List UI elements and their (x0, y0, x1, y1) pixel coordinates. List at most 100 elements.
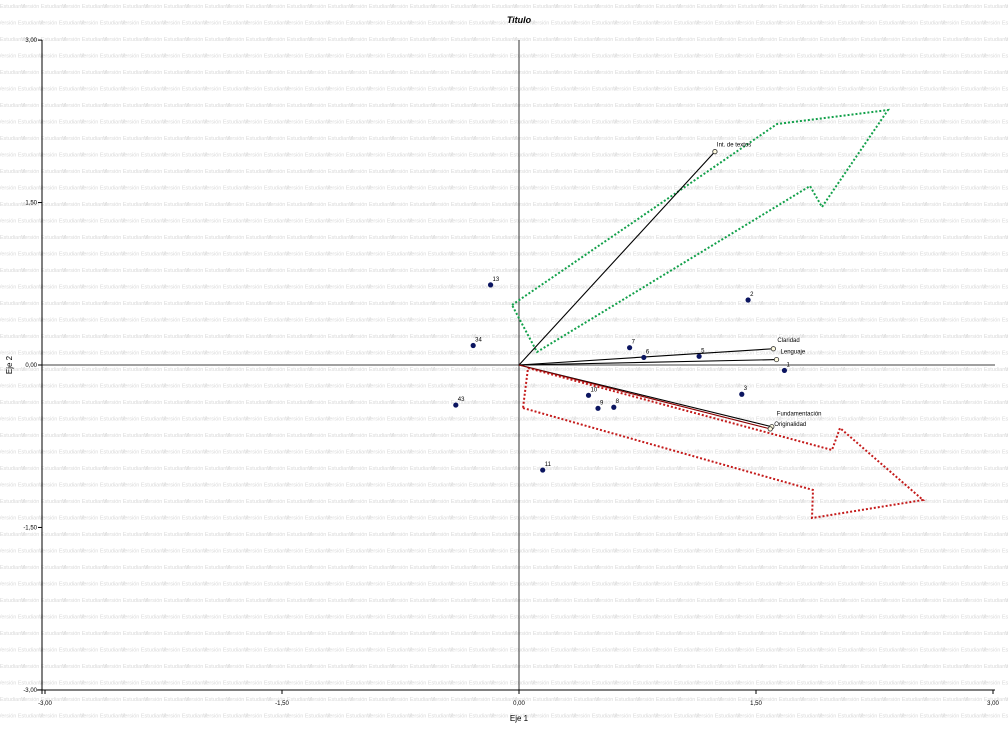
watermark-text: Versión Estudiantil (695, 516, 740, 522)
watermark-text: Versión Estudiantil (162, 153, 207, 159)
watermark-text: Versión Estudiantil (285, 87, 330, 93)
point-label: 11 (545, 462, 552, 468)
watermark-text: Versión Estudiantil (531, 549, 576, 555)
watermark-text: Versión Estudiantil (695, 252, 740, 258)
watermark-text: Versión Estudiantil (121, 549, 166, 555)
watermark-text: Versión Estudiantil (900, 714, 945, 720)
watermark-text: Versión Estudiantil (326, 120, 371, 126)
watermark-text: Versión Estudiantil (818, 318, 863, 324)
watermark-text: Versión Estudiantil (882, 202, 927, 208)
watermark-text: Versión Estudiantil (226, 37, 271, 43)
watermark-text: Versión Estudiantil (636, 103, 681, 109)
watermark-text: Versión Estudiantil (490, 87, 535, 93)
variable-label: Int. de textos (717, 143, 751, 149)
watermark-text: Versión Estudiantil (103, 499, 148, 505)
watermark-text: Versión Estudiantil (531, 483, 576, 489)
watermark-layer: Versión Estudiantil Versión Estudiantil Ve… (0, 4, 1008, 720)
watermark-text: Versión Estudiantil (431, 136, 476, 142)
watermark-text: Versión Estudiantil (490, 516, 535, 522)
watermark-text: Versión Estudiantil (841, 334, 886, 340)
x-tick-label: 0,00 (513, 701, 525, 707)
watermark-text: Versión Estudiantil (408, 54, 453, 60)
watermark-text: Versión Estudiantil (0, 37, 25, 43)
watermark-text: Versión Estudiantil (103, 235, 148, 241)
watermark-text: Versión Estudiantil (636, 697, 681, 703)
watermark-text: Versión Estudiantil (80, 318, 125, 324)
watermark-text: Versión Estudiantil (62, 433, 107, 439)
watermark-text: Versión Estudiantil (841, 37, 886, 43)
watermark-text: Versión Estudiantil (964, 631, 1008, 637)
watermark-text: Versión Estudiantil (695, 351, 740, 357)
watermark-text: Versión Estudiantil (636, 532, 681, 538)
watermark-text: Versión Estudiantil (449, 120, 494, 126)
watermark-text: Versión Estudiantil (923, 136, 968, 142)
watermark-text: Versión Estudiantil (408, 681, 453, 687)
watermark-text: Versión Estudiantil (0, 54, 43, 60)
watermark-text: Versión Estudiantil (513, 598, 558, 604)
watermark-text: Versión Estudiantil (923, 697, 968, 703)
watermark-text: Versión Estudiantil (941, 417, 986, 423)
watermark-text: Versión Estudiantil (62, 169, 107, 175)
watermark-text: Versión Estudiantil (103, 4, 148, 10)
watermark-text: Versión Estudiantil (144, 103, 189, 109)
watermark-text: Versión Estudiantil (390, 565, 435, 571)
watermark-text: Versión Estudiantil (472, 499, 517, 505)
point-label: 2 (750, 292, 754, 298)
watermark-text: Versión Estudiantil (103, 565, 148, 571)
watermark-text: Versión Estudiantil (308, 4, 353, 10)
watermark-text: Versión Estudiantil (513, 4, 558, 10)
watermark-text: Versión Estudiantil (226, 169, 271, 175)
watermark-text: Versión Estudiantil (367, 54, 412, 60)
chart-title: Titulo (507, 15, 532, 25)
watermark-text: Versión Estudiantil (964, 499, 1008, 505)
variable-vector-end (767, 426, 773, 432)
watermark-text: Versión Estudiantil (308, 499, 353, 505)
watermark-text: Versión Estudiantil (285, 384, 330, 390)
observation-point (627, 345, 633, 351)
watermark-text: Versión Estudiantil (654, 318, 699, 324)
watermark-text: Versión Estudiantil (818, 384, 863, 390)
watermark-text: Versión Estudiantil (308, 103, 353, 109)
watermark-text: Versión Estudiantil (900, 186, 945, 192)
watermark-text: Versión Estudiantil (531, 417, 576, 423)
watermark-text: Versión Estudiantil (923, 103, 968, 109)
watermark-text: Versión Estudiantil (203, 714, 248, 720)
x-tick-label: 1,50 (750, 701, 762, 707)
watermark-text: Versión Estudiantil (326, 516, 371, 522)
watermark-text: Versión Estudiantil (800, 697, 845, 703)
watermark-text: Versión Estudiantil (367, 483, 412, 489)
watermark-text: Versión Estudiantil (449, 582, 494, 588)
observation-point (595, 405, 601, 411)
watermark-text: Versión Estudiantil (800, 169, 845, 175)
watermark-text: Versión Estudiantil (841, 367, 886, 373)
watermark-text: Versión Estudiantil (244, 681, 289, 687)
watermark-text: Versión Estudiantil (185, 37, 230, 43)
watermark-text: Versión Estudiantil (841, 697, 886, 703)
watermark-text: Versión Estudiantil (349, 334, 394, 340)
watermark-text: Versión Estudiantil (103, 136, 148, 142)
watermark-text: Versión Estudiantil (431, 697, 476, 703)
watermark-text: Versión Estudiantil (964, 664, 1008, 670)
watermark-text: Versión Estudiantil (308, 400, 353, 406)
watermark-text: Versión Estudiantil (1005, 466, 1008, 472)
variable-label: Fundamentación (777, 412, 822, 418)
watermark-text: Versión Estudiantil (39, 615, 84, 621)
watermark-text: Versión Estudiantil (595, 268, 640, 274)
watermark-text: Versión Estudiantil (449, 714, 494, 720)
watermark-text: Versión Estudiantil (859, 450, 904, 456)
watermark-text: Versión Estudiantil (472, 202, 517, 208)
watermark-text: Versión Estudiantil (39, 252, 84, 258)
watermark-text: Versión Estudiantil (408, 318, 453, 324)
watermark-text: Versión Estudiantil (308, 466, 353, 472)
watermark-text: Versión Estudiantil (513, 433, 558, 439)
watermark-text: Versión Estudiantil (900, 285, 945, 291)
watermark-text: Versión Estudiantil (900, 351, 945, 357)
watermark-text: Versión Estudiantil (472, 235, 517, 241)
watermark-text: Versión Estudiantil (472, 4, 517, 10)
watermark-text: Versión Estudiantil (841, 433, 886, 439)
watermark-text: Versión Estudiantil (777, 318, 822, 324)
watermark-text: Versión Estudiantil (900, 219, 945, 225)
watermark-text: Versión Estudiantil (431, 70, 476, 76)
watermark-text: Versión Estudiantil (449, 450, 494, 456)
watermark-text: Versión Estudiantil (982, 384, 1008, 390)
